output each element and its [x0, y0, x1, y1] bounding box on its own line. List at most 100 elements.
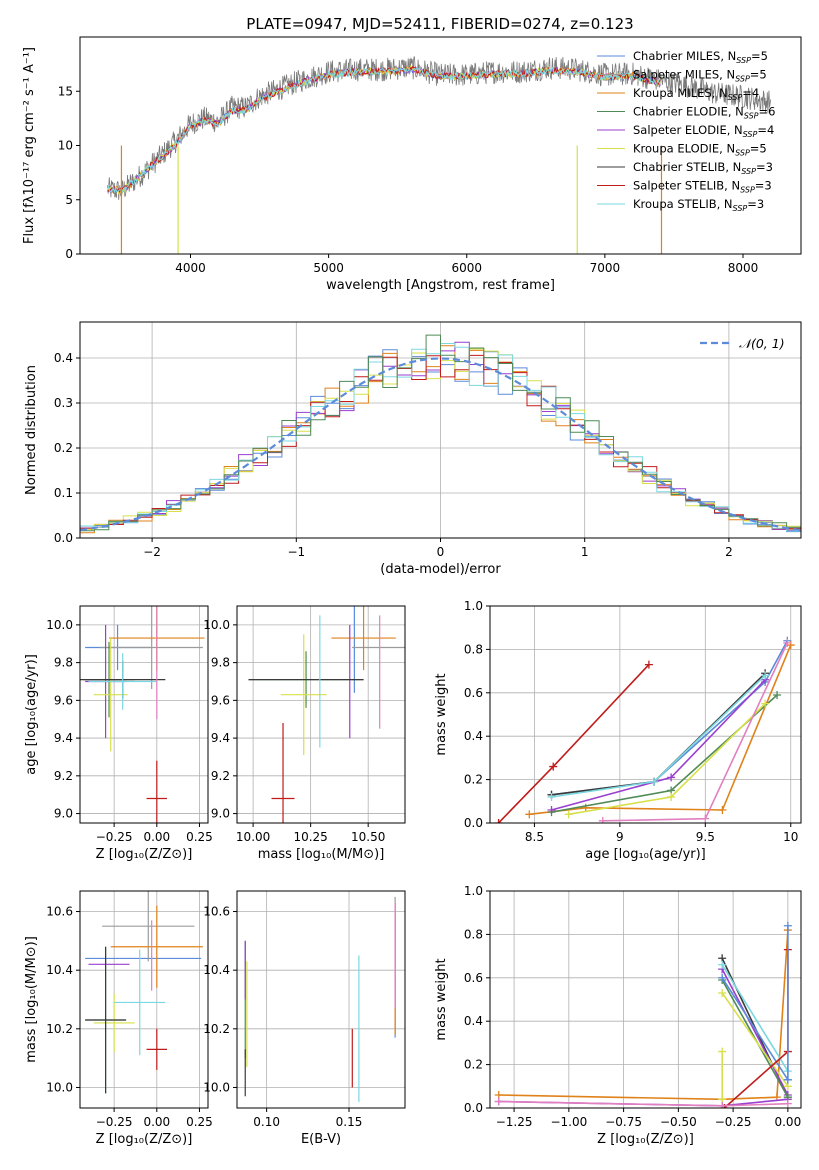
y-tick-label: 0.3	[54, 396, 73, 410]
y-axis-label: Normed distribution	[24, 365, 39, 495]
chart-mass_vs_Z: −0.25 0.00 0.25 10.0 10.2 10.4 10.6 Z [log₁₀(Z/…	[24, 890, 213, 1147]
weight-line	[529, 644, 792, 816]
x-tick-label: −0.50	[660, 1115, 697, 1129]
plot-area-spectrum	[107, 56, 771, 254]
axes-frame	[489, 890, 802, 1109]
y-tick-label: 0.1	[54, 486, 73, 500]
weight-line	[498, 930, 789, 1101]
x-tick-label: 10.25	[293, 830, 327, 844]
x-axis-label: age [log₁₀(age/yr)]	[585, 847, 706, 862]
y-tick-label: 0	[65, 247, 73, 261]
y-tick-label: 0.2	[54, 441, 73, 455]
x-tick-label: 9.5	[696, 830, 715, 844]
x-tick-label: 9	[616, 830, 624, 844]
y-tick-label: 0.8	[464, 642, 483, 656]
x-tick-label: 5000	[313, 261, 344, 275]
x-tick-label: 1	[581, 545, 589, 559]
legend-label: Salpeter MILES, NSSP=5	[633, 68, 767, 84]
x-tick-label: 10	[783, 830, 798, 844]
chart-age_vs_Z: −0.25 0.00 0.25 9.0 9.2 9.4 9.6 9.8 10.0 Z [log₁₀…	[24, 605, 213, 862]
y-tick-label: 9.0	[54, 807, 73, 821]
x-tick-label: 8.5	[525, 830, 544, 844]
weight-marker	[494, 1097, 503, 1106]
x-tick-label: 2	[725, 545, 733, 559]
x-tick-label: −1	[287, 545, 305, 559]
y-tick-label: 9.8	[211, 656, 230, 670]
legend-label: 𝒩(0, 1)	[739, 336, 785, 351]
y-tick-label: 10.6	[203, 905, 230, 919]
y-tick-label: 1.0	[464, 884, 483, 898]
x-tick-label: −0.75	[605, 1115, 642, 1129]
x-tick-label: −1.25	[496, 1115, 533, 1129]
y-tick-label: 10.0	[203, 618, 230, 632]
x-axis-label: Z [log₁₀(Z/Z⊙)]	[96, 1132, 193, 1147]
plot-area-age_vs_Z	[80, 606, 205, 823]
y-tick-label: 10.0	[46, 1080, 73, 1094]
y-tick-label: 5	[65, 193, 73, 207]
normal-curve	[80, 357, 801, 532]
x-tick-label: 0.10	[253, 1115, 280, 1129]
x-tick-label: 10.00	[236, 830, 270, 844]
y-tick-label: 0.4	[464, 1014, 483, 1028]
x-tick-label: −0.25	[96, 830, 133, 844]
chart-mass_vs_ebv: 0.10 0.15 10.0 10.2 10.4 10.6 E(B-V)	[203, 890, 406, 1147]
weight-marker	[547, 805, 556, 814]
y-tick-label: 9.0	[211, 807, 230, 821]
x-tick-label: 0	[437, 545, 445, 559]
x-tick-label: −1.00	[550, 1115, 587, 1129]
y-tick-label: 0.2	[464, 773, 483, 787]
legend: Chabrier MILES, NSSP=5 Salpeter MILES, NS…	[597, 49, 775, 213]
x-tick-label: −0.25	[715, 1115, 752, 1129]
y-tick-label: 0.4	[464, 729, 483, 743]
legend-label: Kroupa MILES, NSSP=4	[633, 86, 759, 102]
weight-marker	[564, 810, 573, 819]
x-axis-label: E(B-V)	[301, 1132, 341, 1147]
y-tick-label: 0.6	[464, 686, 483, 700]
y-tick-label: 0.2	[464, 1058, 483, 1072]
weight-marker	[667, 792, 676, 801]
x-tick-label: 10.50	[351, 830, 385, 844]
y-axis-label: mass weight	[434, 673, 449, 755]
x-tick-label: 7000	[590, 261, 621, 275]
x-axis-label: (data-model)/error	[380, 562, 501, 577]
y-tick-label: 0.4	[54, 351, 73, 365]
x-axis-label: Z [log₁₀(Z/Z⊙)]	[597, 1132, 694, 1147]
weight-line	[721, 964, 789, 1072]
weight-marker	[783, 1099, 792, 1108]
weight-marker	[549, 762, 558, 771]
weight-marker	[783, 1075, 792, 1084]
x-tick-label: 4000	[175, 261, 206, 275]
x-tick-label: −0.25	[96, 1115, 133, 1129]
weight-marker	[773, 690, 782, 699]
weight-marker	[701, 814, 710, 823]
y-tick-label: 1.0	[464, 599, 483, 613]
weight-marker	[761, 699, 770, 708]
chart-residuals: 𝒩(0, 1) −2 −1 0 1 2 0.0 0.1 0.2 0.3 0.4 (data-model…	[24, 321, 802, 577]
weight-marker	[494, 819, 503, 823]
y-tick-label: 15	[58, 84, 73, 98]
legend-label: Kroupa STELIB, NSSP=3	[633, 197, 764, 213]
x-axis-label: Z [log₁₀(Z/Z⊙)]	[96, 847, 193, 862]
chart-spectrum: Chabrier MILES, NSSP=5 Salpeter MILES, NS…	[22, 36, 802, 293]
weight-line	[602, 642, 789, 822]
axes-frame	[79, 890, 209, 1109]
axes-frame	[236, 605, 406, 824]
y-tick-label: 9.4	[54, 731, 73, 745]
y-tick-label: 10.2	[46, 1022, 73, 1036]
y-tick-label: 0.0	[464, 816, 483, 830]
axes-frame	[489, 605, 802, 824]
y-tick-label: 0.0	[54, 531, 73, 545]
weight-line	[721, 968, 789, 1096]
x-tick-label: 0.25	[186, 1115, 213, 1129]
legend-label: Chabrier STELIB, NSSP=3	[633, 160, 773, 176]
plot-area-residuals	[80, 334, 801, 534]
legend-label: Salpeter STELIB, NSSP=3	[633, 179, 772, 195]
figure-title: PLATE=0947, MJD=52411, FIBERID=0274, z=0…	[246, 15, 633, 33]
weight-marker	[718, 960, 727, 969]
spectrum-model-line	[107, 66, 661, 194]
weight-marker	[761, 671, 770, 680]
y-tick-label: 9.6	[211, 693, 230, 707]
weight-marker	[667, 773, 676, 782]
legend-label: Chabrier MILES, NSSP=5	[633, 49, 768, 65]
weight-marker	[547, 792, 556, 801]
